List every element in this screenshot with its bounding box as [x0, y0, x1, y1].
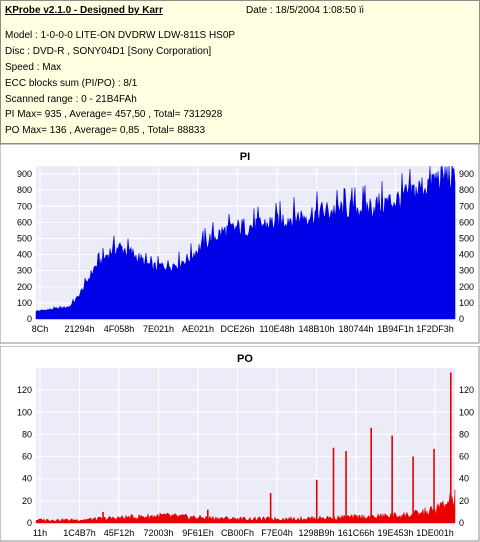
- app-title: KProbe v2.1.0 - Designed by Karr: [5, 5, 163, 16]
- pi-y-tick-left: 200: [17, 282, 32, 292]
- ecc-blocks: ECC blocks sum (PI/PO) : 8/1: [5, 78, 138, 89]
- pi-y-tick-right: 900: [459, 169, 474, 179]
- po-y-tick-left: 0: [27, 518, 32, 528]
- pi-y-tick-right: 800: [459, 185, 474, 195]
- po-y-tick-left: 20: [22, 496, 32, 506]
- po-y-tick-right: 40: [459, 474, 469, 484]
- po-x-axis: 11h 1C4B7h 45F12h 72003h 9F61Eh CB00Fh F7E04h 1…: [33, 528, 454, 538]
- scan-date: Date : 18/5/2004 1:08:50 ïi: [246, 5, 364, 16]
- po-chart-title: PO: [237, 353, 253, 365]
- pi-y-tick-left: 900: [17, 169, 32, 179]
- pi-y-tick-left: 800: [17, 185, 32, 195]
- po-x-tick-label: 161C66h: [338, 528, 375, 538]
- pi-x-tick-label: 21294h: [64, 324, 94, 334]
- pi-area: [35, 165, 456, 320]
- pi-y-tick-right: 700: [459, 201, 474, 211]
- pi-y-tick-right: 500: [459, 233, 474, 243]
- po-y-axis-left: 0 20 40 60 80 100 120: [17, 385, 32, 528]
- po-gridlines: [36, 368, 455, 523]
- po-y-tick-right: 80: [459, 429, 469, 439]
- pi-y-tick-right: 300: [459, 266, 474, 276]
- po-statistics: PO Max= 136 , Average= 0,85 , Total= 888…: [5, 125, 206, 136]
- pi-statistics: PI Max= 935 , Average= 457,50 , Total= 7…: [5, 109, 223, 120]
- pi-y-tick-left: 0: [27, 314, 32, 324]
- pi-x-tick-label: DCE26h: [220, 324, 254, 334]
- po-y-tick-left: 80: [22, 429, 32, 439]
- po-x-tick-label: 1DE001h: [416, 528, 454, 538]
- po-x-tick-label: 1298B9h: [298, 528, 334, 538]
- pi-y-tick-left: 600: [17, 217, 32, 227]
- po-x-tick-label: 1C4B7h: [63, 528, 96, 538]
- info-panel: KProbe v2.1.0 - Designed by Karr Date : …: [0, 0, 480, 144]
- pi-y-tick-right: 200: [459, 282, 474, 292]
- pi-y-tick-right: 600: [459, 217, 474, 227]
- pi-y-axis-right: 0 100 200 300 400 500 600 700 800 900: [459, 169, 474, 324]
- pi-y-tick-left: 700: [17, 201, 32, 211]
- po-x-tick-label: 72003h: [143, 528, 173, 538]
- po-y-tick-right: 120: [459, 385, 474, 395]
- disc-info: Disc : DVD-R , SONY04D1 [Sony Corporatio…: [5, 46, 212, 57]
- pi-y-tick-right: 400: [459, 250, 474, 260]
- pi-x-tick-label: 110E48h: [259, 324, 294, 334]
- pi-x-tick-label: 1F2DF3h: [416, 324, 454, 334]
- po-y-tick-left: 60: [22, 452, 32, 462]
- po-y-tick-right: 100: [459, 407, 474, 417]
- scan-speed: Speed : Max: [5, 62, 62, 73]
- po-x-tick-label: 19E453h: [377, 528, 413, 538]
- pi-chart: PI 0 100 200 300 400 500 600 700 800 900 0 100 200 3…: [0, 144, 480, 344]
- pi-x-tick-label: 4F058h: [104, 324, 135, 334]
- po-x-tick-label: 45F12h: [104, 528, 135, 538]
- pi-y-tick-left: 100: [17, 298, 32, 308]
- po-x-tick-label: 9F61Eh: [182, 528, 214, 538]
- pi-x-tick-label: 8Ch: [32, 324, 49, 334]
- pi-y-tick-left: 500: [17, 233, 32, 243]
- pi-x-tick-label: 180744h: [338, 324, 373, 334]
- po-y-tick-left: 40: [22, 474, 32, 484]
- po-series: [35, 372, 456, 524]
- pi-x-tick-label: AE021h: [182, 324, 214, 334]
- po-y-tick-right: 0: [459, 518, 464, 528]
- po-y-axis-right: 0 20 40 60 80 100 120: [459, 385, 474, 528]
- pi-x-tick-label: 148B10h: [298, 324, 334, 334]
- po-y-tick-left: 100: [17, 407, 32, 417]
- po-y-tick-right: 60: [459, 452, 469, 462]
- po-x-tick-label: 11h: [33, 528, 47, 538]
- po-x-tick-label: F7E04h: [261, 528, 293, 538]
- pi-chart-title: PI: [240, 151, 250, 163]
- po-y-tick-right: 20: [459, 496, 469, 506]
- pi-y-tick-left: 300: [17, 266, 32, 276]
- po-plot-area: [36, 368, 455, 523]
- pi-x-tick-label: 7E021h: [143, 324, 174, 334]
- pi-series: [35, 165, 456, 320]
- drive-model: Model : 1-0-0-0 LITE-ON DVDRW LDW-811S H…: [5, 30, 236, 41]
- pi-y-tick-right: 0: [459, 314, 464, 324]
- pi-x-tick-label: 1B94F1h: [377, 324, 414, 334]
- pi-y-axis-left: 0 100 200 300 400 500 600 700 800 900: [17, 169, 32, 324]
- po-y-tick-left: 120: [17, 385, 32, 395]
- pi-y-tick-right: 100: [459, 298, 474, 308]
- pi-y-tick-left: 400: [17, 250, 32, 260]
- po-chart: PO 0 20 40 60 80 100 120 0 20 40 60 80 100 120 11h 1C…: [0, 346, 480, 542]
- scanned-range: Scanned range : 0 - 21B4FAh: [5, 94, 137, 105]
- pi-x-axis: 8Ch 21294h 4F058h 7E021h AE021h DCE26h 110E48h…: [32, 324, 454, 334]
- po-x-tick-label: CB00Fh: [221, 528, 254, 538]
